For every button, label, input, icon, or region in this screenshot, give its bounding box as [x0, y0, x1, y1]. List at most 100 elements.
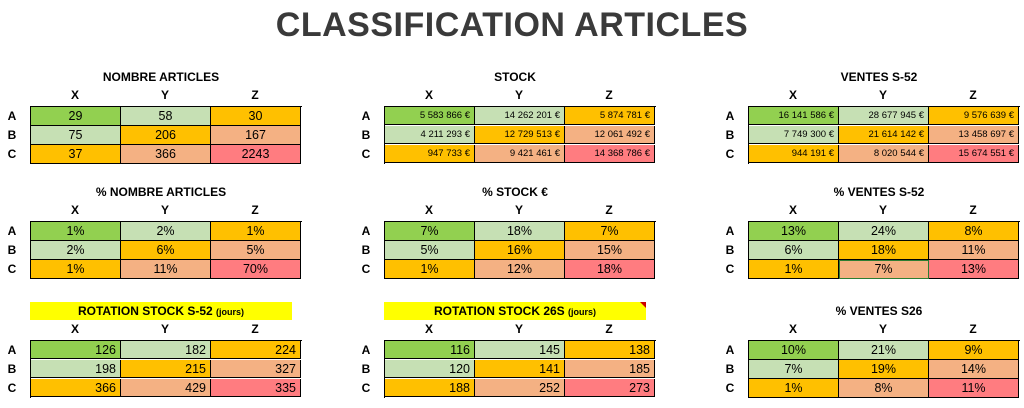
column-header: Z	[251, 88, 259, 102]
table-cell[interactable]: 167	[211, 126, 301, 145]
table-cell[interactable]: 1%	[211, 222, 301, 241]
row-label: A	[361, 224, 371, 238]
table-cell[interactable]: 5 583 866 €	[385, 107, 475, 125]
table-cell[interactable]: 138	[565, 341, 655, 359]
table-cell[interactable]: 21%	[839, 341, 929, 360]
table-cell[interactable]: 11%	[929, 379, 1019, 398]
row-label: B	[725, 362, 735, 376]
table-cell[interactable]: 8%	[839, 379, 929, 398]
table-cell[interactable]: 335	[211, 379, 301, 397]
table-cell[interactable]: 5 874 781 €	[565, 107, 655, 125]
table-cell[interactable]: 1%	[31, 222, 121, 241]
table-cell[interactable]: 12 729 513 €	[475, 126, 565, 144]
column-header: Y	[878, 322, 887, 336]
table-cell[interactable]: 58	[121, 107, 211, 126]
table-cell[interactable]: 188	[385, 379, 475, 397]
table-cell[interactable]: 11%	[121, 260, 211, 279]
table-cell[interactable]: 206	[121, 126, 211, 145]
table-cell[interactable]: 12%	[475, 260, 565, 279]
table-cell[interactable]: 9%	[929, 341, 1019, 360]
table-cell[interactable]: 366	[31, 379, 121, 397]
table-cell[interactable]: 37	[31, 145, 121, 164]
table-cell[interactable]: 30	[211, 107, 301, 126]
table-cell[interactable]: 7%	[565, 222, 655, 241]
table-cell[interactable]: 116	[385, 341, 475, 359]
table-cell[interactable]: 9 421 461 €	[475, 145, 565, 163]
table-cell[interactable]: 947 733 €	[385, 145, 475, 163]
table-cell[interactable]: 1%	[31, 260, 121, 279]
table-cell[interactable]: 1%	[385, 260, 475, 279]
table-cell[interactable]: 14 262 201 €	[475, 107, 565, 125]
table-cell[interactable]: 145	[475, 341, 565, 359]
table-cell[interactable]: 16%	[475, 241, 565, 260]
block-title: % VENTES S-52	[748, 183, 1010, 201]
table-cell[interactable]: 16 141 586 €	[749, 107, 839, 125]
table-cell[interactable]: 19%	[839, 360, 929, 379]
table-cell[interactable]: 13 458 697 €	[929, 126, 1019, 144]
table-cell[interactable]: 21 614 142 €	[839, 126, 929, 144]
table-cell[interactable]: 6%	[121, 241, 211, 260]
table-cell[interactable]: 429	[121, 379, 211, 397]
table-cell[interactable]: 2243	[211, 145, 301, 164]
table-cell[interactable]: 13%	[749, 222, 839, 241]
table-cell[interactable]: 215	[121, 360, 211, 378]
table-cell[interactable]: 366	[121, 145, 211, 164]
table-cell[interactable]: 18%	[839, 241, 929, 260]
table-cell[interactable]: 4 211 293 €	[385, 126, 475, 144]
table-cell[interactable]: 126	[31, 341, 121, 359]
column-header: X	[70, 203, 79, 217]
table-cell[interactable]: 7%	[749, 360, 839, 379]
table-cell[interactable]: 7%	[385, 222, 475, 241]
table-row: 5 583 866 €14 262 201 €5 874 781 €	[385, 107, 656, 126]
table-cell[interactable]: 7 749 300 €	[749, 126, 839, 144]
table-cell[interactable]: 75	[31, 126, 121, 145]
table-cell[interactable]: 6%	[749, 241, 839, 260]
table-cell[interactable]: 14 368 786 €	[565, 145, 655, 163]
table-cell[interactable]: 28 677 945 €	[839, 107, 929, 125]
table-row: 6% 18% 11%	[749, 241, 1020, 260]
table-cell[interactable]: 15%	[565, 241, 655, 260]
table-cell[interactable]: 9 576 639 €	[929, 107, 1019, 125]
table-cell[interactable]: 185	[565, 360, 655, 378]
column-header: Z	[969, 322, 977, 336]
comment-indicator-icon[interactable]	[640, 302, 646, 308]
table-cell[interactable]: 11%	[929, 241, 1019, 260]
table-row: 1% 2% 1%	[31, 222, 302, 241]
table-cell[interactable]: 18%	[475, 222, 565, 241]
table-cell[interactable]: 18%	[565, 260, 655, 279]
row-label: A	[725, 224, 735, 238]
table-cell[interactable]: 198	[31, 360, 121, 378]
table-cell[interactable]: 70%	[211, 260, 301, 279]
table-cell[interactable]: 273	[565, 379, 655, 397]
table-cell[interactable]: 141	[475, 360, 565, 378]
table-cell[interactable]: 5%	[385, 241, 475, 260]
table-cell[interactable]: 182	[121, 341, 211, 359]
table-cell[interactable]: 24%	[839, 222, 929, 241]
table-cell[interactable]: 944 191 €	[749, 145, 839, 163]
table-cell[interactable]: 10%	[749, 341, 839, 360]
table-cell[interactable]: 5%	[211, 241, 301, 260]
table-cell[interactable]: 1%	[749, 379, 839, 398]
row-label: A	[7, 224, 17, 238]
table-cell[interactable]: 29	[31, 107, 121, 126]
table-cell[interactable]: 13%	[929, 260, 1019, 279]
table-row: 1% 7% 13%	[749, 260, 1020, 279]
table-cell[interactable]: 120	[385, 360, 475, 378]
table-cell[interactable]: 327	[211, 360, 301, 378]
column-header: Z	[251, 203, 259, 217]
table-cell[interactable]: 2%	[31, 241, 121, 260]
table-cell[interactable]: 7%	[839, 260, 929, 279]
block-title: % STOCK €	[384, 183, 646, 201]
table-cell[interactable]: 252	[475, 379, 565, 397]
table-cell[interactable]: 224	[211, 341, 301, 359]
data-grid: 16 141 586 €28 677 945 €9 576 639 € 7 749…	[748, 106, 1020, 164]
table-cell[interactable]: 8%	[929, 222, 1019, 241]
table-cell[interactable]: 2%	[121, 222, 211, 241]
page-title: CLASSIFICATION ARTICLES	[275, 6, 749, 44]
table-cell[interactable]: 8 020 544 €	[839, 145, 929, 163]
table-row: 116 145 138	[385, 341, 656, 360]
table-cell[interactable]: 15 674 551 €	[929, 145, 1019, 163]
table-cell[interactable]: 14%	[929, 360, 1019, 379]
table-cell[interactable]: 1%	[749, 260, 839, 279]
table-cell[interactable]: 12 061 492 €	[565, 126, 655, 144]
